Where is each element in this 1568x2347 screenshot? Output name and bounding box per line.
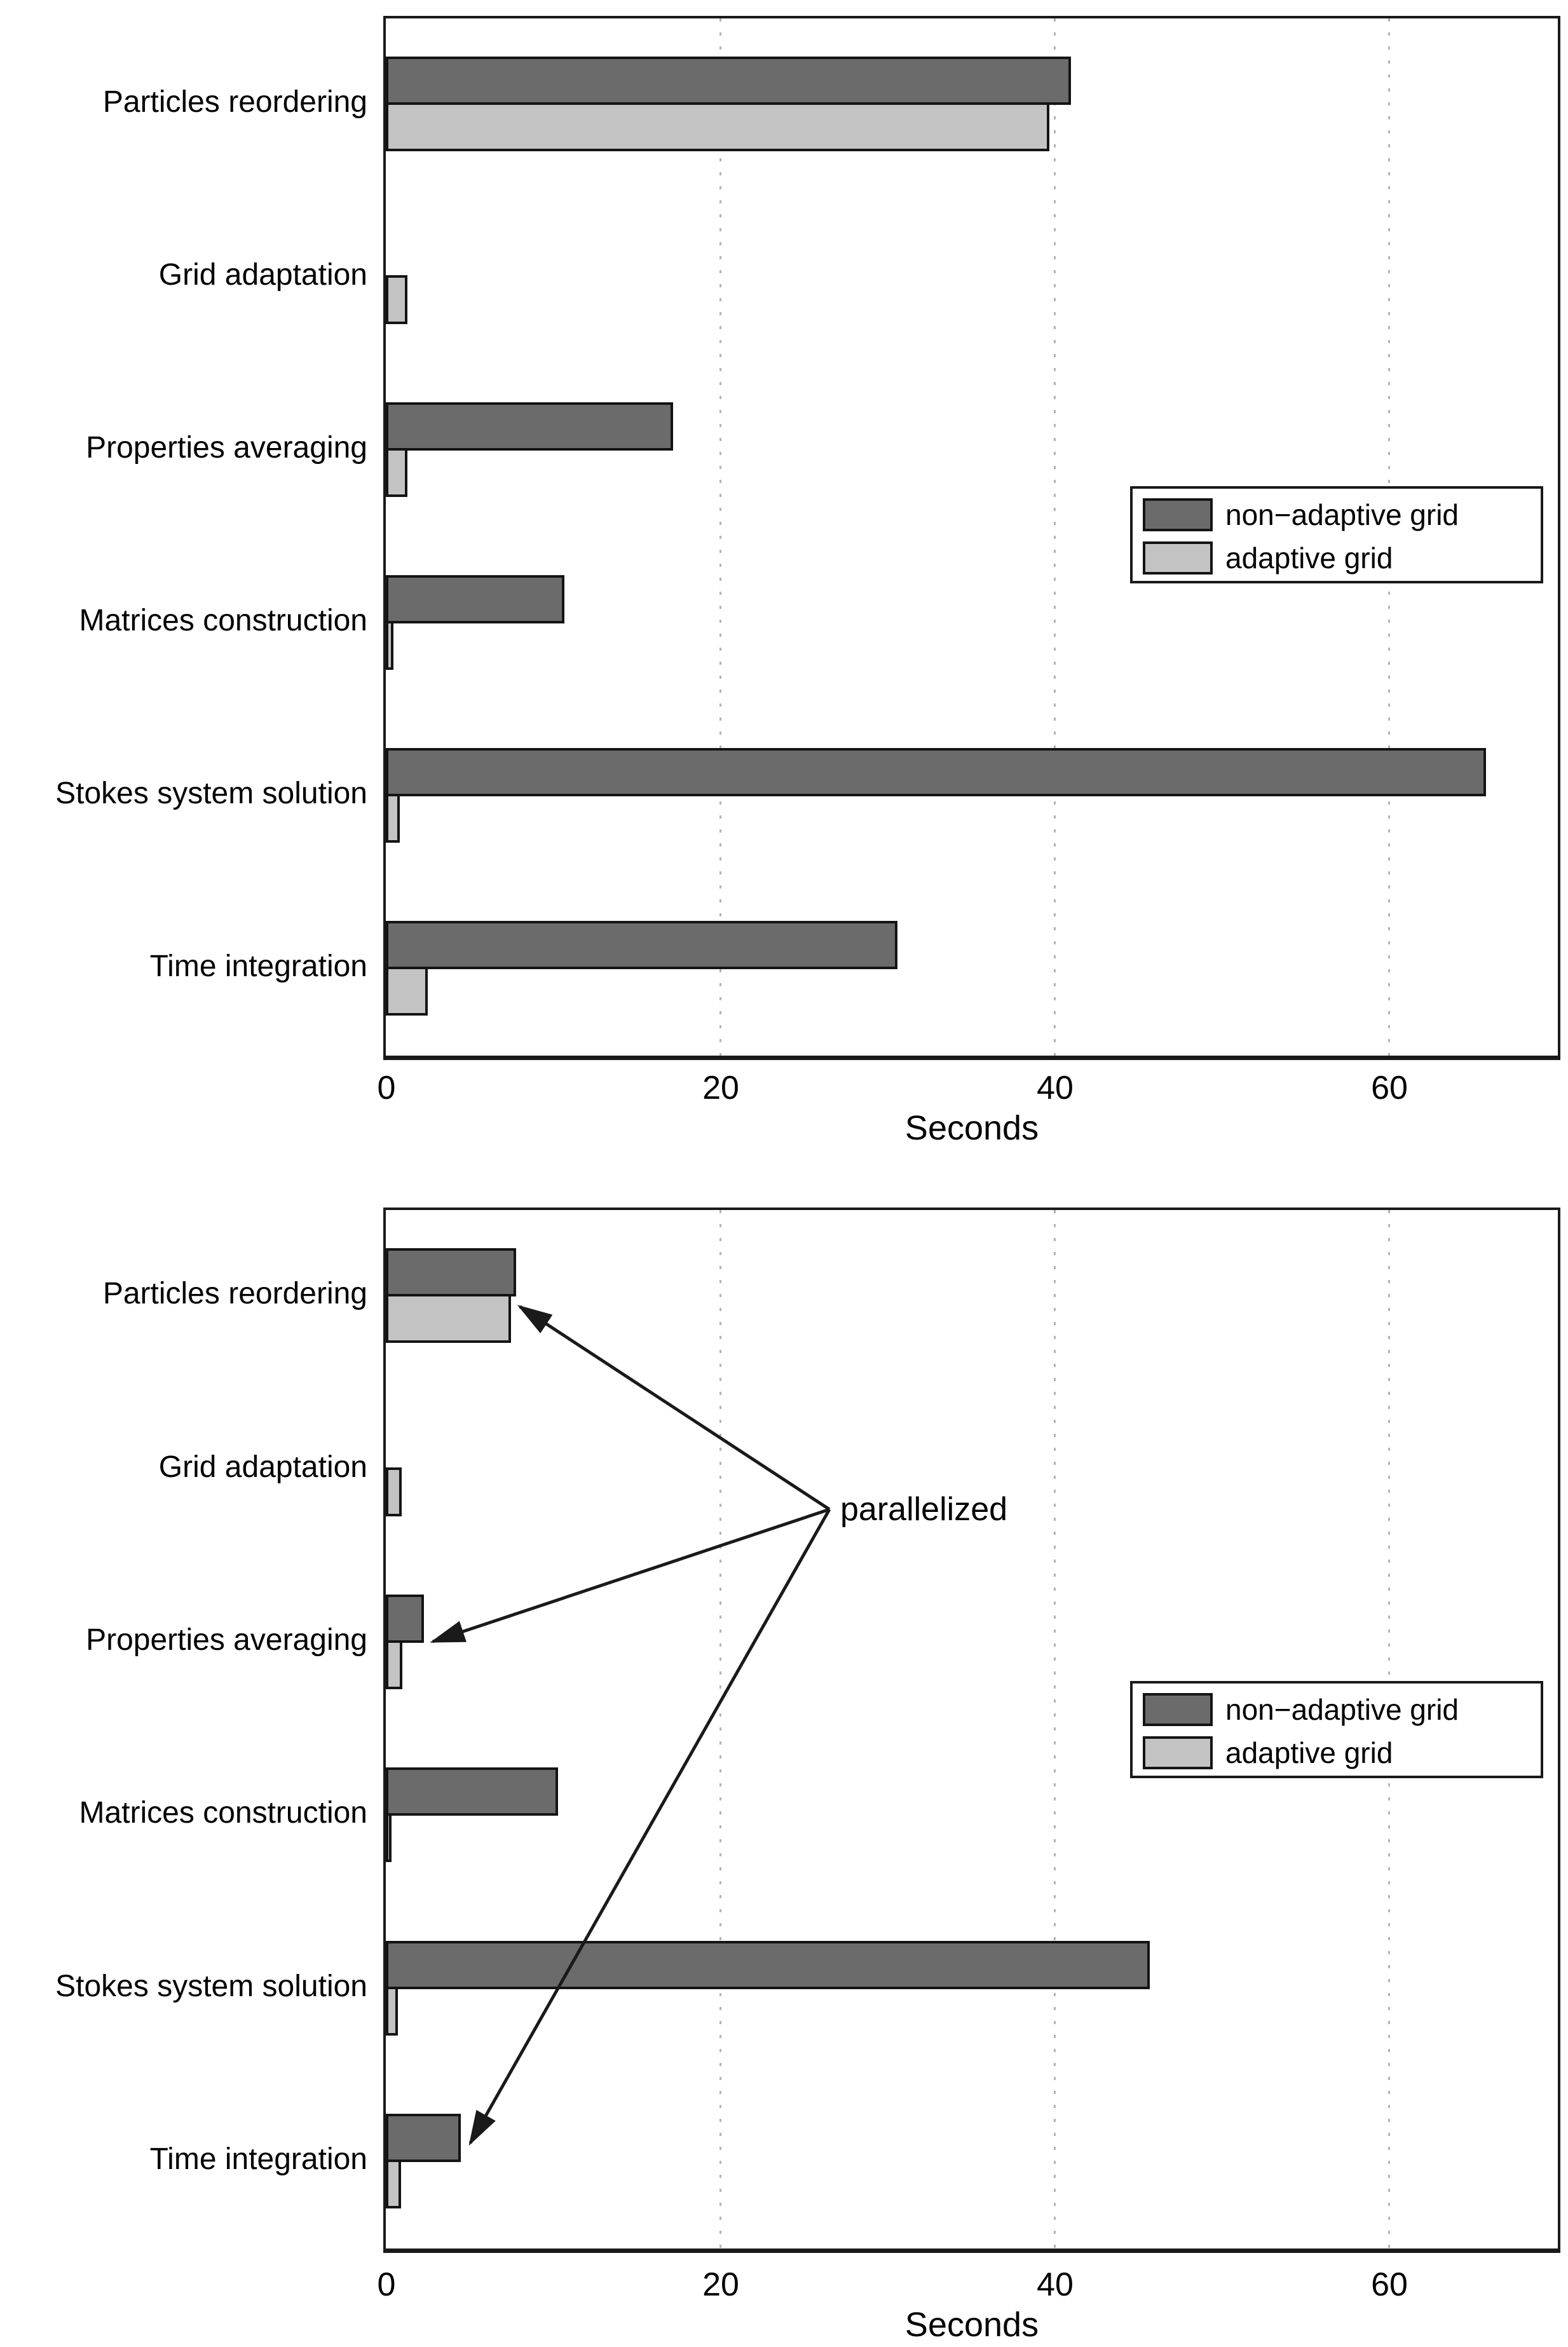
category-label: Properties averaging — [86, 431, 367, 465]
bar-non-adaptive-0 — [386, 57, 1072, 105]
legend-label-non-adaptive: non−adaptive grid — [1225, 1693, 1459, 1726]
bar-non-adaptive-5 — [386, 921, 897, 969]
legend-label-non-adaptive: non−adaptive grid — [1225, 498, 1459, 531]
x-tick-20: 20 — [702, 1070, 739, 1106]
bar-adaptive-0 — [386, 1294, 512, 1343]
category-label: Stokes system solution — [55, 1969, 367, 2003]
bar-non-adaptive-3 — [386, 575, 565, 623]
category-label: Grid adaptation — [158, 1450, 367, 1484]
bar-adaptive-3 — [386, 621, 393, 670]
bar-adaptive-5 — [386, 967, 428, 1016]
bar-adaptive-0 — [386, 102, 1050, 151]
bar-adaptive-1 — [386, 275, 408, 324]
category-label: Matrices construction — [79, 604, 368, 637]
bar-adaptive-1 — [386, 1467, 402, 1516]
bar-non-adaptive-2 — [386, 1595, 425, 1643]
legend-swatch-non-adaptive — [1143, 498, 1213, 531]
category-label: Particles reordering — [102, 85, 367, 119]
x-tick-60: 60 — [1371, 2266, 1408, 2303]
x-tick-40: 40 — [1037, 1070, 1074, 1106]
bar-non-adaptive-0 — [386, 1248, 517, 1296]
bar-adaptive-4 — [386, 794, 400, 843]
legend-label-adaptive: adaptive grid — [1225, 1736, 1393, 1769]
x-tick-20: 20 — [702, 2266, 739, 2303]
bar-non-adaptive-2 — [386, 402, 674, 451]
bar-adaptive-2 — [386, 1640, 403, 1689]
bar-adaptive-3 — [386, 1813, 392, 1862]
category-label: Particles reordering — [102, 1277, 367, 1310]
gridline-20 — [719, 18, 721, 1056]
x-axis-label-top: Seconds — [904, 1109, 1039, 1147]
legend-swatch-non-adaptive — [1143, 1693, 1213, 1726]
legend-box: non−adaptive grid adaptive grid — [1130, 1681, 1543, 1778]
x-tick-0: 0 — [377, 1070, 396, 1106]
x-axis-label-bottom: Seconds — [904, 2306, 1039, 2344]
category-label: Time integration — [149, 949, 367, 983]
bar-non-adaptive-4 — [386, 748, 1486, 796]
bar-adaptive-4 — [386, 1987, 398, 2036]
bar-non-adaptive-5 — [386, 2114, 461, 2162]
category-label: Grid adaptation — [158, 258, 367, 292]
x-tick-0: 0 — [377, 2266, 396, 2303]
bar-adaptive-2 — [386, 448, 408, 497]
gridline-40 — [1054, 18, 1056, 1056]
category-label: Time integration — [149, 2142, 367, 2176]
legend-swatch-adaptive — [1143, 1736, 1213, 1769]
x-tick-40: 40 — [1037, 2266, 1074, 2303]
legend-swatch-adaptive — [1143, 541, 1213, 575]
bar-non-adaptive-3 — [386, 1767, 558, 1816]
category-label: Stokes system solution — [55, 777, 367, 810]
x-tick-60: 60 — [1371, 1070, 1408, 1106]
gridline-40 — [1054, 1210, 1056, 2248]
category-label: Matrices construction — [79, 1796, 368, 1830]
category-label: Properties averaging — [86, 1623, 367, 1657]
annotation-parallelized: parallelized — [840, 1491, 1008, 1528]
bar-non-adaptive-4 — [386, 1941, 1150, 1989]
legend-box: non−adaptive grid adaptive grid — [1130, 486, 1543, 583]
gridline-20 — [719, 1210, 721, 2248]
legend-label-adaptive: adaptive grid — [1225, 541, 1393, 575]
bar-adaptive-5 — [386, 2160, 401, 2208]
